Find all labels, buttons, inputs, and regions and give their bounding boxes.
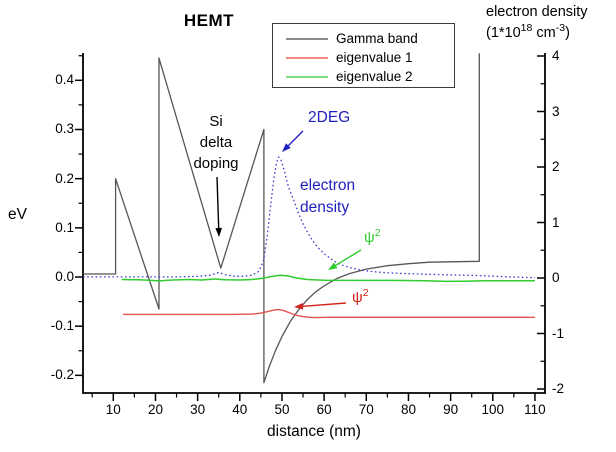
- 2deg-arrow-head: [282, 143, 291, 152]
- legend-item-eigenvalue-2: eigenvalue 2: [273, 67, 454, 86]
- right-axis-tick-label: 0: [552, 270, 560, 285]
- x-axis-tick-label: 10: [105, 402, 121, 417]
- right-axis-tick-label: 3: [552, 103, 560, 119]
- legend-label: eigenvalue 2: [336, 69, 413, 84]
- right-axis-unit-exponent: 18: [520, 22, 533, 34]
- annotation-text: ψ: [364, 229, 375, 246]
- series-1-eigenvalue-1: [123, 308, 535, 319]
- legend-label: eigenvalue 1: [336, 50, 413, 65]
- legend-line-sample: [286, 75, 328, 78]
- x-axis-tick-label: 20: [147, 402, 163, 417]
- legend-line-sample: [286, 56, 328, 59]
- right-axis-unit-part: cm: [532, 25, 556, 41]
- legend-line-sample: [286, 37, 328, 40]
- axis-frame: [82, 53, 546, 394]
- series-2-eigenvalue-2: [121, 274, 535, 283]
- left-axis-tick-label: 0.3: [55, 121, 74, 137]
- annotation-text: Si: [209, 113, 223, 130]
- x-axis-tick-label: 60: [316, 402, 332, 417]
- annotation-text: doping: [193, 155, 239, 172]
- x-axis-label: distance (nm): [267, 423, 361, 440]
- annotation-si-delta-doping: Si delta doping: [181, 111, 251, 174]
- right-axis-tick-label: 1: [552, 214, 560, 230]
- annotation-psi-squared-eigenvalue2: ψ2: [364, 227, 381, 246]
- annotation-electron-density: electron density: [300, 175, 355, 218]
- annotation-psi-squared-eigenvalue1: ψ2: [352, 287, 369, 306]
- right-axis-tick-label: -1: [552, 325, 565, 341]
- legend-label: Gamma band: [336, 31, 418, 46]
- annotation-text: density: [300, 198, 350, 216]
- psi2-eigenvalue1-arrow: [302, 302, 347, 307]
- left-axis-tick-label: -0.2: [50, 367, 74, 383]
- x-axis-tick-label: 80: [400, 402, 416, 417]
- x-axis-tick-label: 40: [232, 402, 248, 417]
- x-axis-tick-label: 90: [443, 402, 459, 417]
- legend-item-gamma-band: Gamma band: [273, 29, 454, 48]
- right-axis-unit-exponent: -3: [555, 22, 566, 34]
- left-axis-tick-label: 0.0: [55, 269, 74, 284]
- annotation-text: electron: [300, 177, 356, 194]
- psi2-eigenvalue1-arrow-head: [294, 303, 304, 310]
- right-axis-tick-label: -2: [552, 381, 565, 396]
- si-doping-arrow: [216, 176, 220, 229]
- legend: Gamma band eigenvalue 1 eigenvalue 2: [272, 23, 455, 88]
- right-axis-label-line2: (1*1018 cm-3): [486, 22, 588, 45]
- right-axis-label-line1: electron density: [486, 4, 588, 20]
- right-axis-tick-label: 4: [552, 48, 560, 63]
- x-axis-tick-label: 50: [274, 402, 290, 417]
- psi2-eigenvalue2-arrow-head: [328, 262, 338, 270]
- right-axis-tick-label: 2: [552, 159, 560, 174]
- 2deg-arrow: [287, 130, 304, 147]
- annotation-text: ψ: [352, 289, 363, 306]
- left-axis-tick-label: 0.2: [55, 170, 74, 186]
- x-axis-tick-label: 100: [481, 402, 505, 417]
- series-3-electron-density-2deg-: [83, 156, 535, 279]
- chart-title: HEMT: [183, 11, 235, 30]
- si-doping-arrow-head: [215, 227, 222, 237]
- left-axis-tick-label: 0.4: [55, 72, 74, 88]
- annotation-2deg: 2DEG: [308, 109, 351, 126]
- x-axis-tick-label: 70: [358, 402, 374, 417]
- annotation-superscript: 2: [362, 287, 369, 299]
- right-axis-unit-part: ): [565, 25, 570, 41]
- psi2-eigenvalue2-arrow: [335, 249, 362, 266]
- x-axis-tick-label: 30: [190, 402, 206, 417]
- annotation-text: delta: [199, 134, 233, 151]
- x-axis-tick-label: 110: [524, 402, 546, 417]
- legend-item-eigenvalue-1: eigenvalue 1: [273, 48, 454, 67]
- right-axis-label: electron density (1*1018 cm-3): [486, 2, 588, 45]
- annotation-superscript: 2: [374, 227, 381, 239]
- series-0-gamma-band: [83, 53, 480, 384]
- right-axis-unit-part: (1*10: [486, 25, 521, 41]
- left-axis-tick-label: -0.1: [50, 318, 74, 334]
- left-axis-tick-label: 0.1: [55, 219, 74, 235]
- left-axis-label: eV: [8, 206, 27, 223]
